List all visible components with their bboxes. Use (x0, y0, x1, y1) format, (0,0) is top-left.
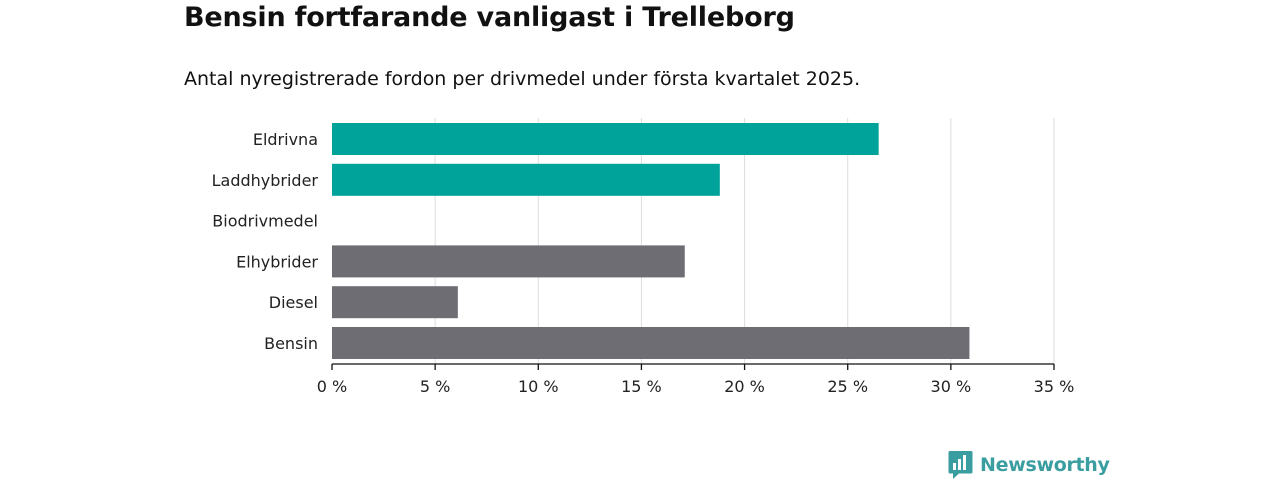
category-label: Laddhybrider (212, 171, 319, 190)
chart-title: Bensin fortfarande vanligast i Trellebor… (184, 2, 795, 33)
bars (332, 123, 970, 359)
newsworthy-logo-icon (948, 451, 973, 479)
x-tick-label: 5 % (420, 377, 450, 396)
bar-diesel (332, 286, 458, 319)
category-label: Elhybrider (236, 252, 318, 271)
x-tick-label: 30 % (931, 377, 972, 396)
x-tick-label: 35 % (1034, 377, 1075, 396)
category-label: Bensin (264, 334, 318, 353)
x-tick-label: 15 % (621, 377, 662, 396)
x-tick-label: 0 % (317, 377, 347, 396)
x-tick-label: 10 % (518, 377, 559, 396)
chart-subtitle: Antal nyregistrerade fordon per drivmede… (184, 68, 861, 90)
category-labels: Eldrivna Laddhybrider Biodrivmedel Elhybrid… (212, 130, 319, 353)
logo-text: Newsworthy (980, 454, 1110, 476)
bar-eldrivna (332, 123, 879, 155)
x-tick-label: 20 % (724, 377, 765, 396)
category-label: Diesel (269, 293, 318, 312)
bar-elhybrider (332, 245, 685, 278)
category-label: Eldrivna (253, 130, 318, 149)
x-tick-label: 25 % (827, 377, 868, 396)
newsworthy-logo: Newsworthy (948, 450, 1110, 480)
grid-lines (434, 118, 1055, 364)
category-label: Biodrivmedel (212, 212, 318, 231)
x-axis: 0 % 5 % 10 % 15 % 20 % 25 % 30 % 35 % (317, 363, 1075, 396)
bar-laddhybrider (332, 163, 720, 196)
bar-bensin (332, 327, 970, 359)
